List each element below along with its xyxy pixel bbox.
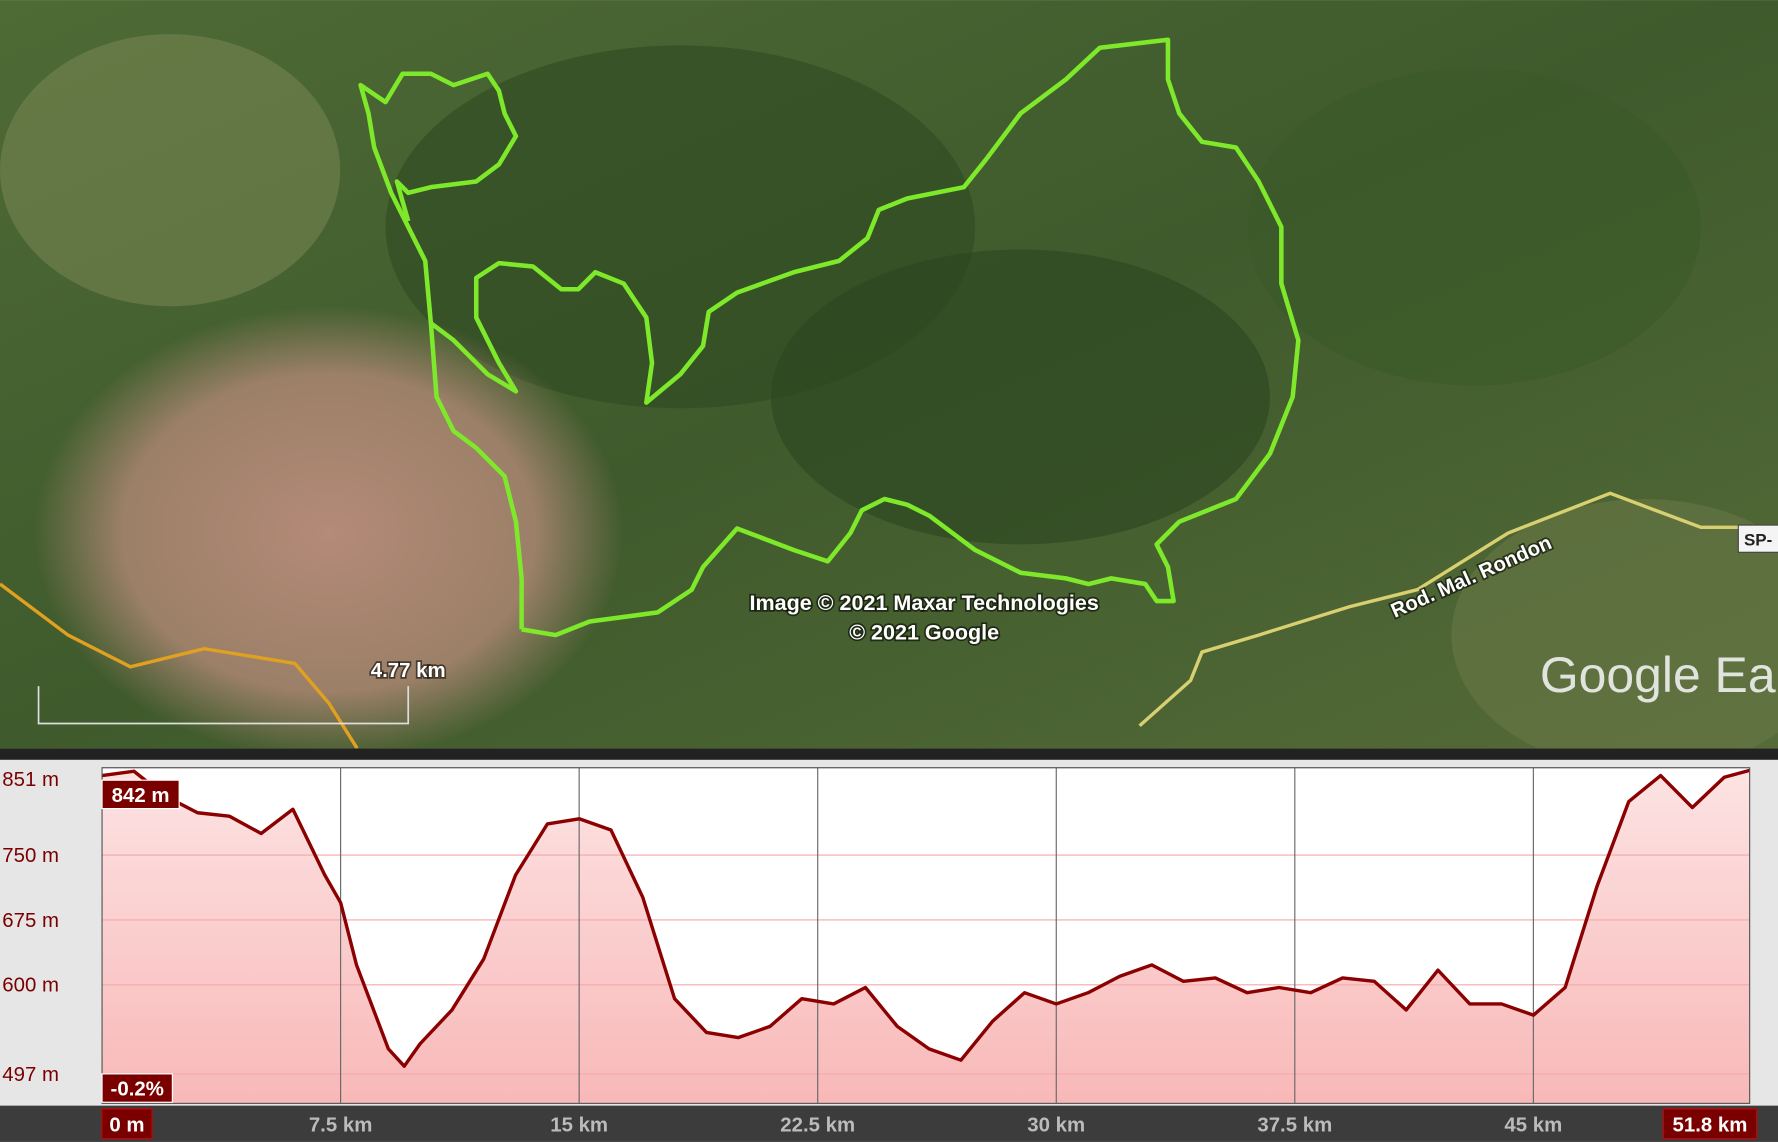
y-tick-label: 497 m [2, 1064, 59, 1086]
x-axis-strip [0, 1105, 1778, 1142]
road-shield [1737, 524, 1778, 553]
x-tick-box [101, 1108, 153, 1140]
x-tick-label: 30 km [1027, 1115, 1085, 1137]
annotation: 842 m [112, 785, 170, 807]
road [1138, 491, 1741, 728]
elevation-line [101, 768, 1751, 1068]
elevation-profile[interactable]: 851 m 750 m 675 m 600 m 497 m 0 m 7.5 km 15 km 2… [2, 767, 1758, 1140]
annotation-box [101, 779, 180, 810]
attribution: Image © 2021 Maxar Technologies [749, 591, 1098, 615]
x-tick-label: 7.5 km [309, 1115, 373, 1137]
elevation-area [102, 770, 1750, 1104]
city [34, 306, 624, 760]
scale-bar [37, 686, 410, 725]
annotation: -0.2% [111, 1078, 164, 1100]
logo: Google Ear [1540, 647, 1778, 703]
x-tick-box [1662, 1108, 1758, 1140]
x-tick-label: 37.5 km [1257, 1115, 1332, 1137]
profile-header [0, 748, 1778, 760]
x-tick-label: 22.5 km [780, 1115, 855, 1137]
x-tick-label: 0 m [109, 1115, 144, 1137]
field [0, 34, 341, 307]
field [1451, 499, 1778, 772]
x-tick-label: 15 km [550, 1115, 608, 1137]
x-tick-label: 51.8 km [1673, 1115, 1748, 1137]
gps-track [358, 71, 519, 324]
forest [771, 249, 1270, 545]
highway [0, 582, 359, 750]
forest [1247, 68, 1701, 386]
plot-border [101, 767, 1751, 1104]
scale-label: 4.77 km [371, 660, 446, 682]
y-tick-label: 851 m [2, 769, 59, 791]
y-tick-label: 750 m [2, 845, 59, 867]
satellite-map[interactable]: Image © 2021 Maxar Technologies © 2021 G… [0, 0, 1778, 772]
annotation-box [101, 1073, 173, 1103]
y-tick-label: 600 m [2, 975, 59, 997]
x-tick-label: 45 km [1504, 1115, 1562, 1137]
gps-track [428, 37, 1301, 638]
road-shield-label: SP- [1744, 530, 1772, 549]
y-tick-label: 675 m [2, 910, 59, 932]
attribution: © 2021 Google [849, 621, 999, 645]
